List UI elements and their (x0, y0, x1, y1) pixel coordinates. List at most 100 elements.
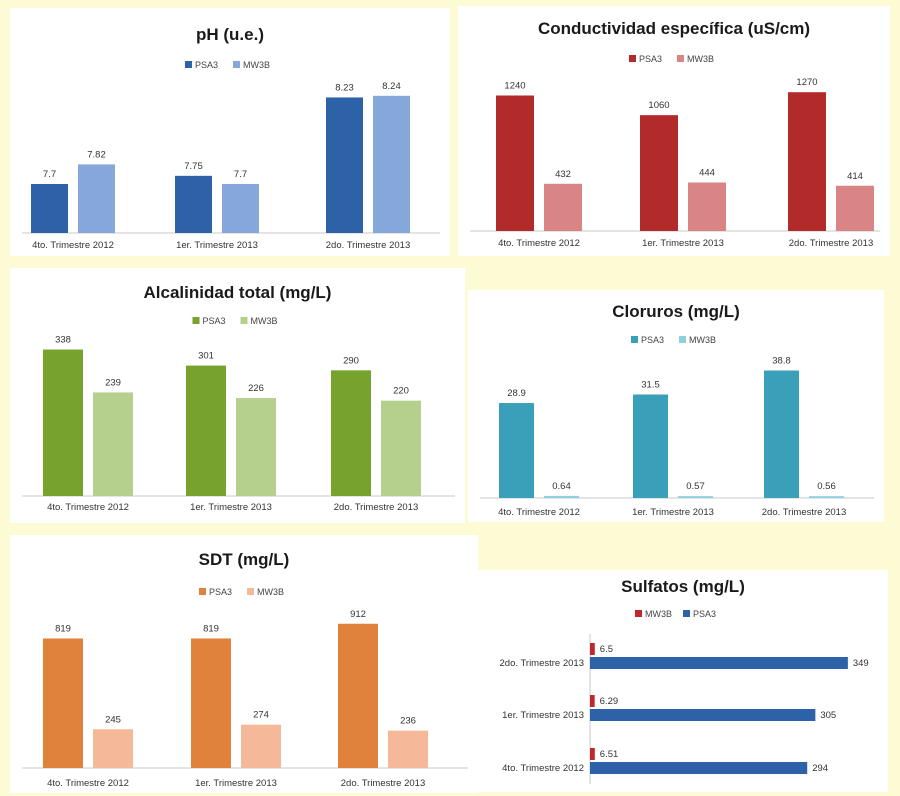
bar-mw3b (236, 398, 276, 496)
category-label: 4to. Trimestre 2012 (498, 238, 580, 249)
category-label: 2do. Trimestre 2013 (500, 658, 585, 669)
chart-title: Cloruros (mg/L) (612, 302, 740, 321)
category-label: 4to. Trimestre 2012 (47, 778, 129, 789)
bar-psa3 (590, 762, 808, 774)
panel-cloruros: Cloruros (mg/L) PSA3 MW3B 28.9 0.64 4to. Trim… (468, 290, 884, 522)
panel-sdt: SDT (mg/L) PSA3 MW3B 819 245 4to. Trimestre 2… (10, 535, 478, 793)
chart-title: Conductividad específica (uS/cm) (538, 19, 810, 38)
bar-mw3b (241, 724, 281, 768)
bar-mw3b (78, 164, 115, 233)
bar-mw3b (809, 496, 844, 498)
data-label: 274 (253, 710, 269, 721)
legend-label: MW3B (243, 60, 270, 70)
bar-mw3b (590, 748, 595, 760)
data-label: 432 (555, 169, 571, 180)
legend-swatch-psa3 (683, 610, 690, 617)
data-label: 301 (198, 351, 214, 362)
bar-psa3 (590, 709, 816, 721)
chart-sulfatos: Sulfatos (mg/L) MW3B PSA3 2do. Trimestre 20… (500, 577, 869, 784)
panel-ph: pH (u.e.) PSA3 MW3B 7.7 7.82 4to. Trimestre 2… (10, 8, 450, 256)
data-label: 226 (248, 383, 264, 394)
bar-mw3b (678, 496, 713, 498)
legend-label: MW3B (645, 609, 672, 619)
legend-label: MW3B (687, 54, 714, 64)
chart-title: Sulfatos (mg/L) (621, 577, 745, 596)
category-label: 1er. Trimestre 2013 (190, 502, 272, 513)
data-label: 245 (105, 714, 121, 725)
category-label: 1er. Trimestre 2013 (642, 238, 724, 249)
chart-conductividad: Conductividad específica (uS/cm) PSA3 MW3B… (470, 19, 880, 249)
legend-swatch-mw3b (635, 610, 642, 617)
bar-psa3 (633, 394, 668, 498)
bar-psa3 (338, 623, 378, 768)
data-label: 7.82 (87, 149, 106, 160)
category-label: 2do. Trimestre 2013 (762, 507, 847, 518)
data-label: 414 (847, 171, 863, 182)
data-label: 1060 (648, 100, 669, 111)
legend-label: PSA3 (203, 316, 226, 326)
category-label: 1er. Trimestre 2013 (502, 710, 584, 721)
category-label: 4to. Trimestre 2012 (32, 240, 114, 251)
data-label: 7.75 (184, 161, 203, 172)
data-label: 6.5 (600, 644, 613, 655)
bar-mw3b (590, 695, 595, 707)
data-label: 38.8 (772, 356, 791, 367)
bar-psa3 (175, 175, 212, 233)
legend-label: PSA3 (641, 335, 664, 345)
chart-sdt: SDT (mg/L) PSA3 MW3B 819 245 4to. Trimestre 2… (22, 550, 468, 789)
bar-mw3b (544, 495, 579, 498)
data-label: 31.5 (641, 380, 660, 391)
legend-swatch-mw3b (233, 61, 240, 68)
data-label: 0.56 (817, 481, 836, 492)
panel-sulfatos: Sulfatos (mg/L) MW3B PSA3 2do. Trimestre 20… (478, 570, 888, 792)
legend-swatch-mw3b (247, 588, 254, 595)
legend-swatch-mw3b (679, 336, 686, 343)
legend-swatch-psa3 (185, 61, 192, 68)
data-label: 236 (400, 716, 416, 727)
bar-psa3 (640, 115, 678, 231)
data-label: 819 (203, 623, 219, 634)
legend-label: MW3B (689, 335, 716, 345)
bar-psa3 (43, 638, 83, 768)
category-label: 4to. Trimestre 2012 (498, 507, 580, 518)
bar-psa3 (764, 370, 799, 498)
bar-mw3b (381, 400, 421, 496)
data-label: 1240 (504, 80, 525, 91)
data-label: 8.23 (335, 82, 354, 93)
category-label: 4to. Trimestre 2012 (47, 502, 129, 513)
bar-psa3 (788, 92, 826, 231)
bar-mw3b (93, 392, 133, 496)
category-label: 2do. Trimestre 2013 (326, 240, 411, 251)
bar-mw3b (388, 730, 428, 768)
data-label: 6.29 (600, 696, 619, 707)
data-label: 7.7 (43, 169, 56, 180)
data-label: 819 (55, 623, 71, 634)
data-label: 912 (350, 609, 366, 620)
data-label: 28.9 (507, 388, 526, 399)
category-label: 1er. Trimestre 2013 (195, 778, 277, 789)
data-label: 220 (393, 386, 409, 397)
category-label: 4to. Trimestre 2012 (502, 763, 584, 774)
bar-mw3b (222, 184, 259, 233)
data-label: 0.64 (552, 481, 571, 492)
legend-swatch-psa3 (629, 55, 636, 62)
bar-psa3 (43, 349, 83, 496)
data-label: 290 (343, 355, 359, 366)
legend-label: MW3B (257, 587, 284, 597)
bar-psa3 (496, 95, 534, 231)
legend-swatch-mw3b (240, 317, 248, 324)
panel-conductividad: Conductividad específica (uS/cm) PSA3 MW3B… (458, 6, 890, 256)
bar-psa3 (331, 370, 371, 496)
legend-label: PSA3 (209, 587, 232, 597)
legend-label: PSA3 (639, 54, 662, 64)
data-label: 294 (812, 763, 828, 774)
category-label: 2do. Trimestre 2013 (341, 778, 426, 789)
legend-swatch-psa3 (199, 588, 206, 595)
category-label: 2do. Trimestre 2013 (334, 502, 419, 513)
data-label: 0.57 (686, 481, 705, 492)
legend-swatch-mw3b (677, 55, 684, 62)
bar-mw3b (544, 183, 582, 231)
data-label: 349 (853, 658, 869, 669)
data-label: 7.7 (234, 169, 247, 180)
chart-title: SDT (mg/L) (199, 550, 290, 569)
